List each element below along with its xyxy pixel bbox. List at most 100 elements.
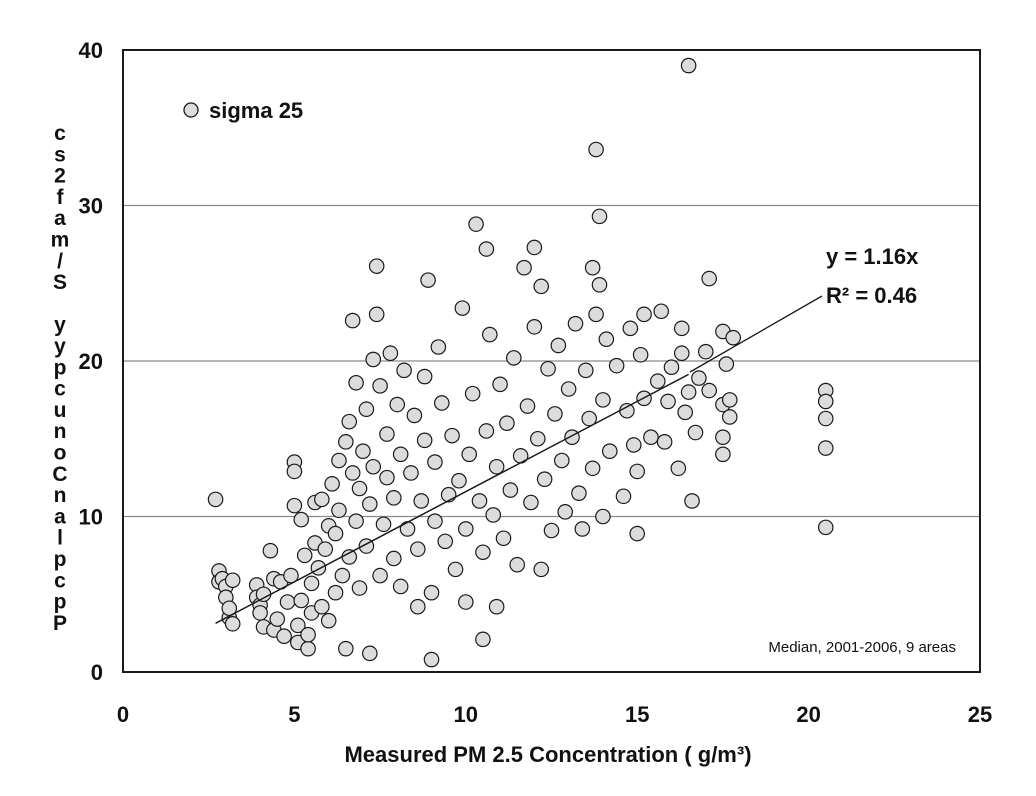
- data-point: [526, 318, 543, 335]
- data-point: [420, 272, 436, 288]
- data-point: [488, 598, 505, 615]
- data-point: [588, 306, 604, 323]
- data-point: [464, 385, 481, 402]
- data-point: [540, 360, 556, 377]
- y-axis-label-char: S: [53, 271, 67, 294]
- data-point: [392, 578, 409, 595]
- x-tick-label: 20: [796, 702, 820, 727]
- data-point: [526, 239, 543, 256]
- data-point: [454, 300, 471, 316]
- y-axis-label-char: a: [54, 505, 66, 528]
- data-point: [427, 513, 443, 529]
- data-point: [355, 443, 371, 459]
- data-point: [423, 584, 440, 601]
- data-point: [817, 519, 834, 536]
- data-point: [636, 306, 652, 323]
- data-point: [368, 258, 385, 274]
- data-point: [485, 507, 502, 523]
- data-point: [519, 398, 536, 414]
- data-point: [423, 651, 440, 668]
- data-point: [379, 469, 395, 486]
- data-point: [444, 427, 460, 444]
- data-point: [341, 549, 358, 565]
- data-point: [516, 259, 532, 276]
- y-tick-label: 0: [91, 660, 103, 685]
- data-point: [399, 521, 416, 537]
- data-point: [300, 640, 316, 657]
- data-point: [317, 541, 334, 557]
- data-point: [406, 407, 423, 424]
- y-axis-label-char: P: [53, 612, 67, 635]
- data-point: [536, 471, 553, 487]
- data-point: [362, 496, 378, 512]
- y-axis-label-char: l: [57, 527, 63, 550]
- data-point: [447, 561, 464, 578]
- data-point: [338, 640, 354, 657]
- data-point: [344, 312, 361, 329]
- data-point: [584, 259, 601, 276]
- data-point: [478, 423, 495, 439]
- x-axis-label: Measured PM 2.5 Concentration ( g/m³): [344, 742, 751, 767]
- data-point: [437, 533, 454, 550]
- data-point: [523, 494, 539, 511]
- data-point: [629, 463, 645, 480]
- data-point: [372, 567, 388, 584]
- x-tick-label: 5: [288, 702, 300, 727]
- data-point: [461, 446, 478, 463]
- data-point: [430, 339, 447, 355]
- data-point: [492, 376, 508, 393]
- data-point: [344, 465, 361, 481]
- trendline-r-squared: R² = 0.46: [826, 283, 917, 308]
- data-point: [495, 530, 512, 547]
- data-point: [629, 525, 645, 542]
- data-point: [564, 429, 580, 445]
- y-axis-label-char: /: [57, 250, 63, 273]
- data-point: [499, 415, 515, 431]
- data-point: [331, 452, 347, 469]
- data-point: [410, 541, 426, 557]
- data-point: [224, 615, 241, 632]
- data-point: [615, 488, 632, 505]
- data-point: [475, 544, 491, 561]
- x-axis-ticks: 0 5 10 15 20 25: [117, 702, 992, 727]
- data-point: [416, 432, 433, 449]
- data-point: [680, 57, 697, 74]
- data-point: [601, 443, 618, 459]
- data-point: [324, 476, 340, 492]
- data-point: [351, 580, 368, 596]
- data-point: [557, 504, 574, 520]
- data-point: [481, 326, 498, 343]
- data-point: [533, 561, 550, 578]
- data-point: [392, 446, 409, 463]
- data-point: [725, 329, 741, 346]
- data-point: [619, 402, 635, 419]
- data-point: [348, 374, 364, 391]
- data-point: [471, 493, 488, 509]
- data-point: [584, 460, 601, 477]
- data-point: [684, 493, 700, 509]
- data-point: [451, 472, 467, 489]
- data-point: [468, 216, 484, 232]
- data-point: [817, 440, 834, 456]
- data-point: [574, 521, 591, 537]
- data-point: [365, 351, 382, 368]
- data-point: [362, 645, 378, 662]
- data-point: [386, 490, 402, 506]
- y-axis-label-char: p: [54, 591, 67, 614]
- data-point: [293, 511, 310, 528]
- gridlines: [123, 204, 980, 518]
- data-point: [375, 516, 392, 533]
- y-axis-label-char: y: [54, 314, 66, 337]
- data-point: [595, 508, 611, 525]
- data-point: [502, 482, 519, 498]
- data-point: [368, 306, 385, 323]
- data-point: [348, 513, 364, 529]
- data-point: [327, 525, 344, 542]
- y-axis-label-char: c: [54, 569, 66, 592]
- y-axis-label-char: s: [54, 143, 66, 166]
- y-axis-label-char: y: [54, 335, 66, 358]
- data-point: [338, 434, 354, 450]
- y-axis-label-char: n: [54, 484, 67, 507]
